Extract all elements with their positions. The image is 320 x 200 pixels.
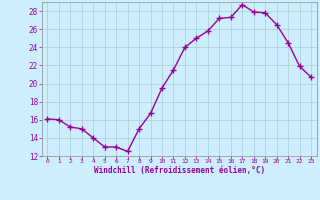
X-axis label: Windchill (Refroidissement éolien,°C): Windchill (Refroidissement éolien,°C) xyxy=(94,166,265,175)
